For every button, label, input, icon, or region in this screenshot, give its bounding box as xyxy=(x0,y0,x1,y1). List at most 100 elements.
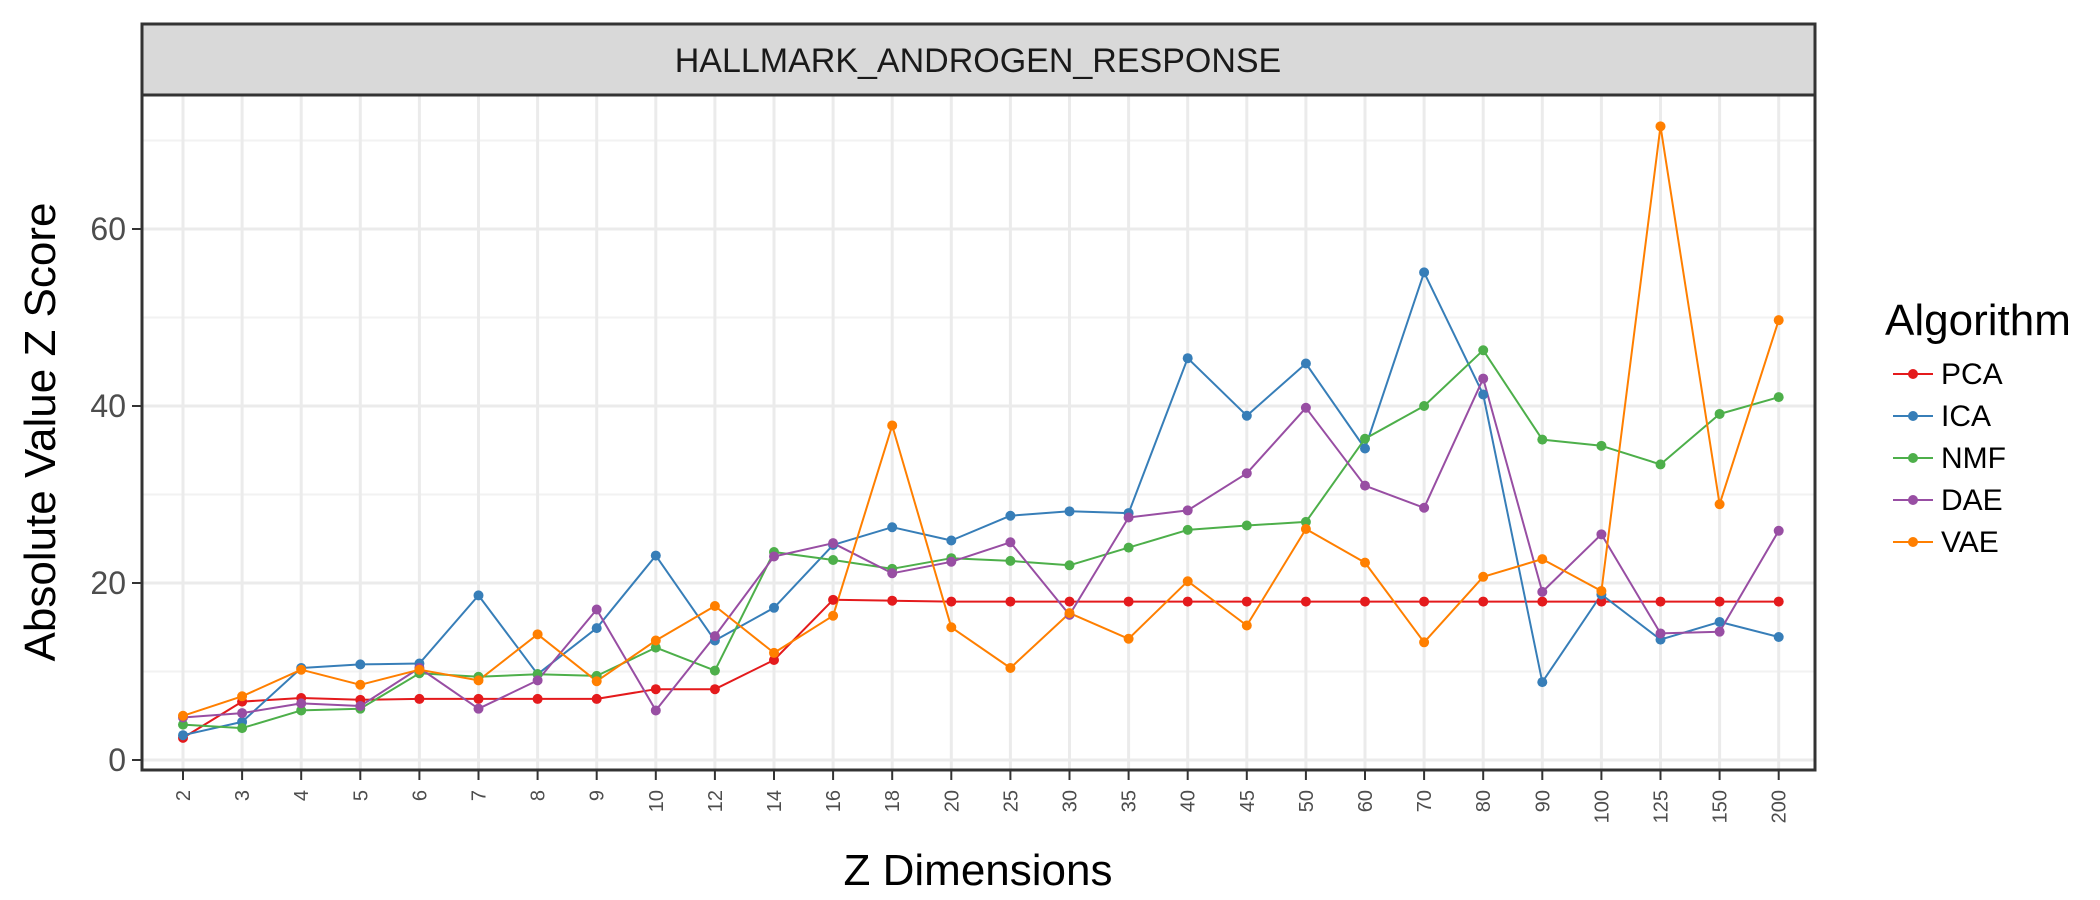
legend-label-vae: VAE xyxy=(1941,526,1999,559)
x-tick-label: 10 xyxy=(646,790,668,812)
data-point-dae xyxy=(1478,373,1489,384)
data-point-vae xyxy=(1064,608,1075,619)
data-point-nmf xyxy=(296,705,307,716)
data-point-dae xyxy=(887,568,898,579)
data-point-nmf xyxy=(1773,392,1784,403)
data-point-dae xyxy=(709,631,720,642)
x-tick-label: 25 xyxy=(1000,790,1022,812)
data-point-ica xyxy=(769,602,779,613)
data-point-nmf xyxy=(828,554,839,565)
data-point-vae xyxy=(1360,557,1370,568)
data-point-ica xyxy=(1005,510,1016,521)
data-point-vae xyxy=(1005,662,1016,673)
y-tick-label: 20 xyxy=(90,565,126,601)
data-point-nmf xyxy=(1123,542,1134,553)
data-point-nmf xyxy=(178,719,188,730)
series-line-dae xyxy=(182,377,1780,719)
data-point-pca xyxy=(1241,596,1252,607)
data-point-ica xyxy=(591,623,602,634)
data-point-vae xyxy=(1300,524,1311,535)
data-point-pca xyxy=(591,693,602,704)
data-point-ica xyxy=(887,522,898,533)
data-point-vae xyxy=(296,664,307,675)
legend-title: Algorithm xyxy=(1885,296,2071,345)
data-point-pca xyxy=(1360,596,1370,607)
data-point-vae xyxy=(946,622,957,633)
x-tick-label: 35 xyxy=(1119,790,1141,812)
x-tick-label: 30 xyxy=(1060,790,1082,812)
data-point-pca xyxy=(1123,596,1134,607)
x-tick-label: 125 xyxy=(1651,790,1673,823)
data-point-vae xyxy=(355,679,366,690)
data-point-ica xyxy=(1537,677,1548,688)
data-point-nmf xyxy=(1300,516,1311,527)
y-axis-title: Absolute Value Z Score xyxy=(16,203,65,662)
data-point-dae xyxy=(1300,402,1311,413)
data-point-pca xyxy=(1005,596,1016,607)
data-point-nmf xyxy=(1419,401,1430,411)
legend-key-point xyxy=(1908,369,1918,379)
data-point-vae xyxy=(1714,499,1725,510)
x-tick-label: 6 xyxy=(409,790,431,801)
data-point-vae xyxy=(1537,554,1548,565)
data-point-ica xyxy=(1773,631,1784,642)
data-point-ica xyxy=(1360,443,1370,454)
data-point-nmf xyxy=(1064,560,1075,571)
data-point-vae xyxy=(828,610,839,621)
data-point-ica xyxy=(650,550,661,561)
data-point-vae xyxy=(1419,637,1430,648)
data-point-ica xyxy=(355,659,366,670)
x-tick-label: 150 xyxy=(1710,790,1732,823)
data-point-pca xyxy=(887,595,898,606)
data-point-vae xyxy=(769,647,779,658)
data-point-pca xyxy=(1773,596,1784,607)
x-tick-label: 50 xyxy=(1296,790,1318,812)
data-point-pca xyxy=(1537,596,1548,607)
data-point-dae xyxy=(532,675,543,686)
data-point-vae xyxy=(887,420,898,431)
data-point-nmf xyxy=(1537,434,1548,445)
data-point-dae xyxy=(1655,628,1666,639)
data-point-vae xyxy=(532,629,543,640)
data-point-nmf xyxy=(1241,520,1252,531)
x-tick-label: 45 xyxy=(1237,790,1259,812)
x-tick-label: 100 xyxy=(1591,790,1613,823)
data-point-pca xyxy=(828,594,839,605)
x-tick-label: 12 xyxy=(705,790,727,812)
data-point-vae xyxy=(709,601,720,612)
data-point-dae xyxy=(1360,480,1370,491)
data-point-dae xyxy=(1419,502,1430,513)
legend-label-dae: DAE xyxy=(1941,484,2003,517)
data-point-dae xyxy=(1596,529,1607,540)
data-point-nmf xyxy=(709,665,720,676)
data-point-pca xyxy=(1300,596,1311,607)
data-point-vae xyxy=(414,664,425,675)
legend-key-point xyxy=(1908,495,1918,505)
data-point-vae xyxy=(1655,121,1666,132)
data-point-pca xyxy=(1419,596,1430,607)
data-point-pca xyxy=(1596,596,1607,607)
data-point-dae xyxy=(1182,505,1193,516)
data-point-dae xyxy=(1773,525,1784,536)
data-point-vae xyxy=(473,675,484,686)
x-tick-label: 60 xyxy=(1355,790,1377,812)
data-point-dae xyxy=(828,538,839,549)
data-point-pca xyxy=(1478,596,1489,607)
plot-panel xyxy=(142,95,1815,770)
data-point-nmf xyxy=(1714,408,1725,419)
panel-border xyxy=(140,93,1817,772)
data-point-vae xyxy=(591,676,602,687)
data-point-dae xyxy=(355,701,366,712)
data-point-pca xyxy=(532,693,543,704)
data-point-vae xyxy=(1123,633,1134,644)
data-point-ica xyxy=(1241,410,1252,421)
data-point-vae xyxy=(178,710,188,721)
data-point-ica xyxy=(946,535,957,546)
series-lines xyxy=(182,125,1780,739)
data-point-nmf xyxy=(1005,555,1016,566)
data-point-dae xyxy=(473,703,484,714)
y-tick-label: 60 xyxy=(90,211,126,247)
data-point-nmf xyxy=(1182,524,1193,535)
x-tick-label: 80 xyxy=(1473,790,1495,812)
